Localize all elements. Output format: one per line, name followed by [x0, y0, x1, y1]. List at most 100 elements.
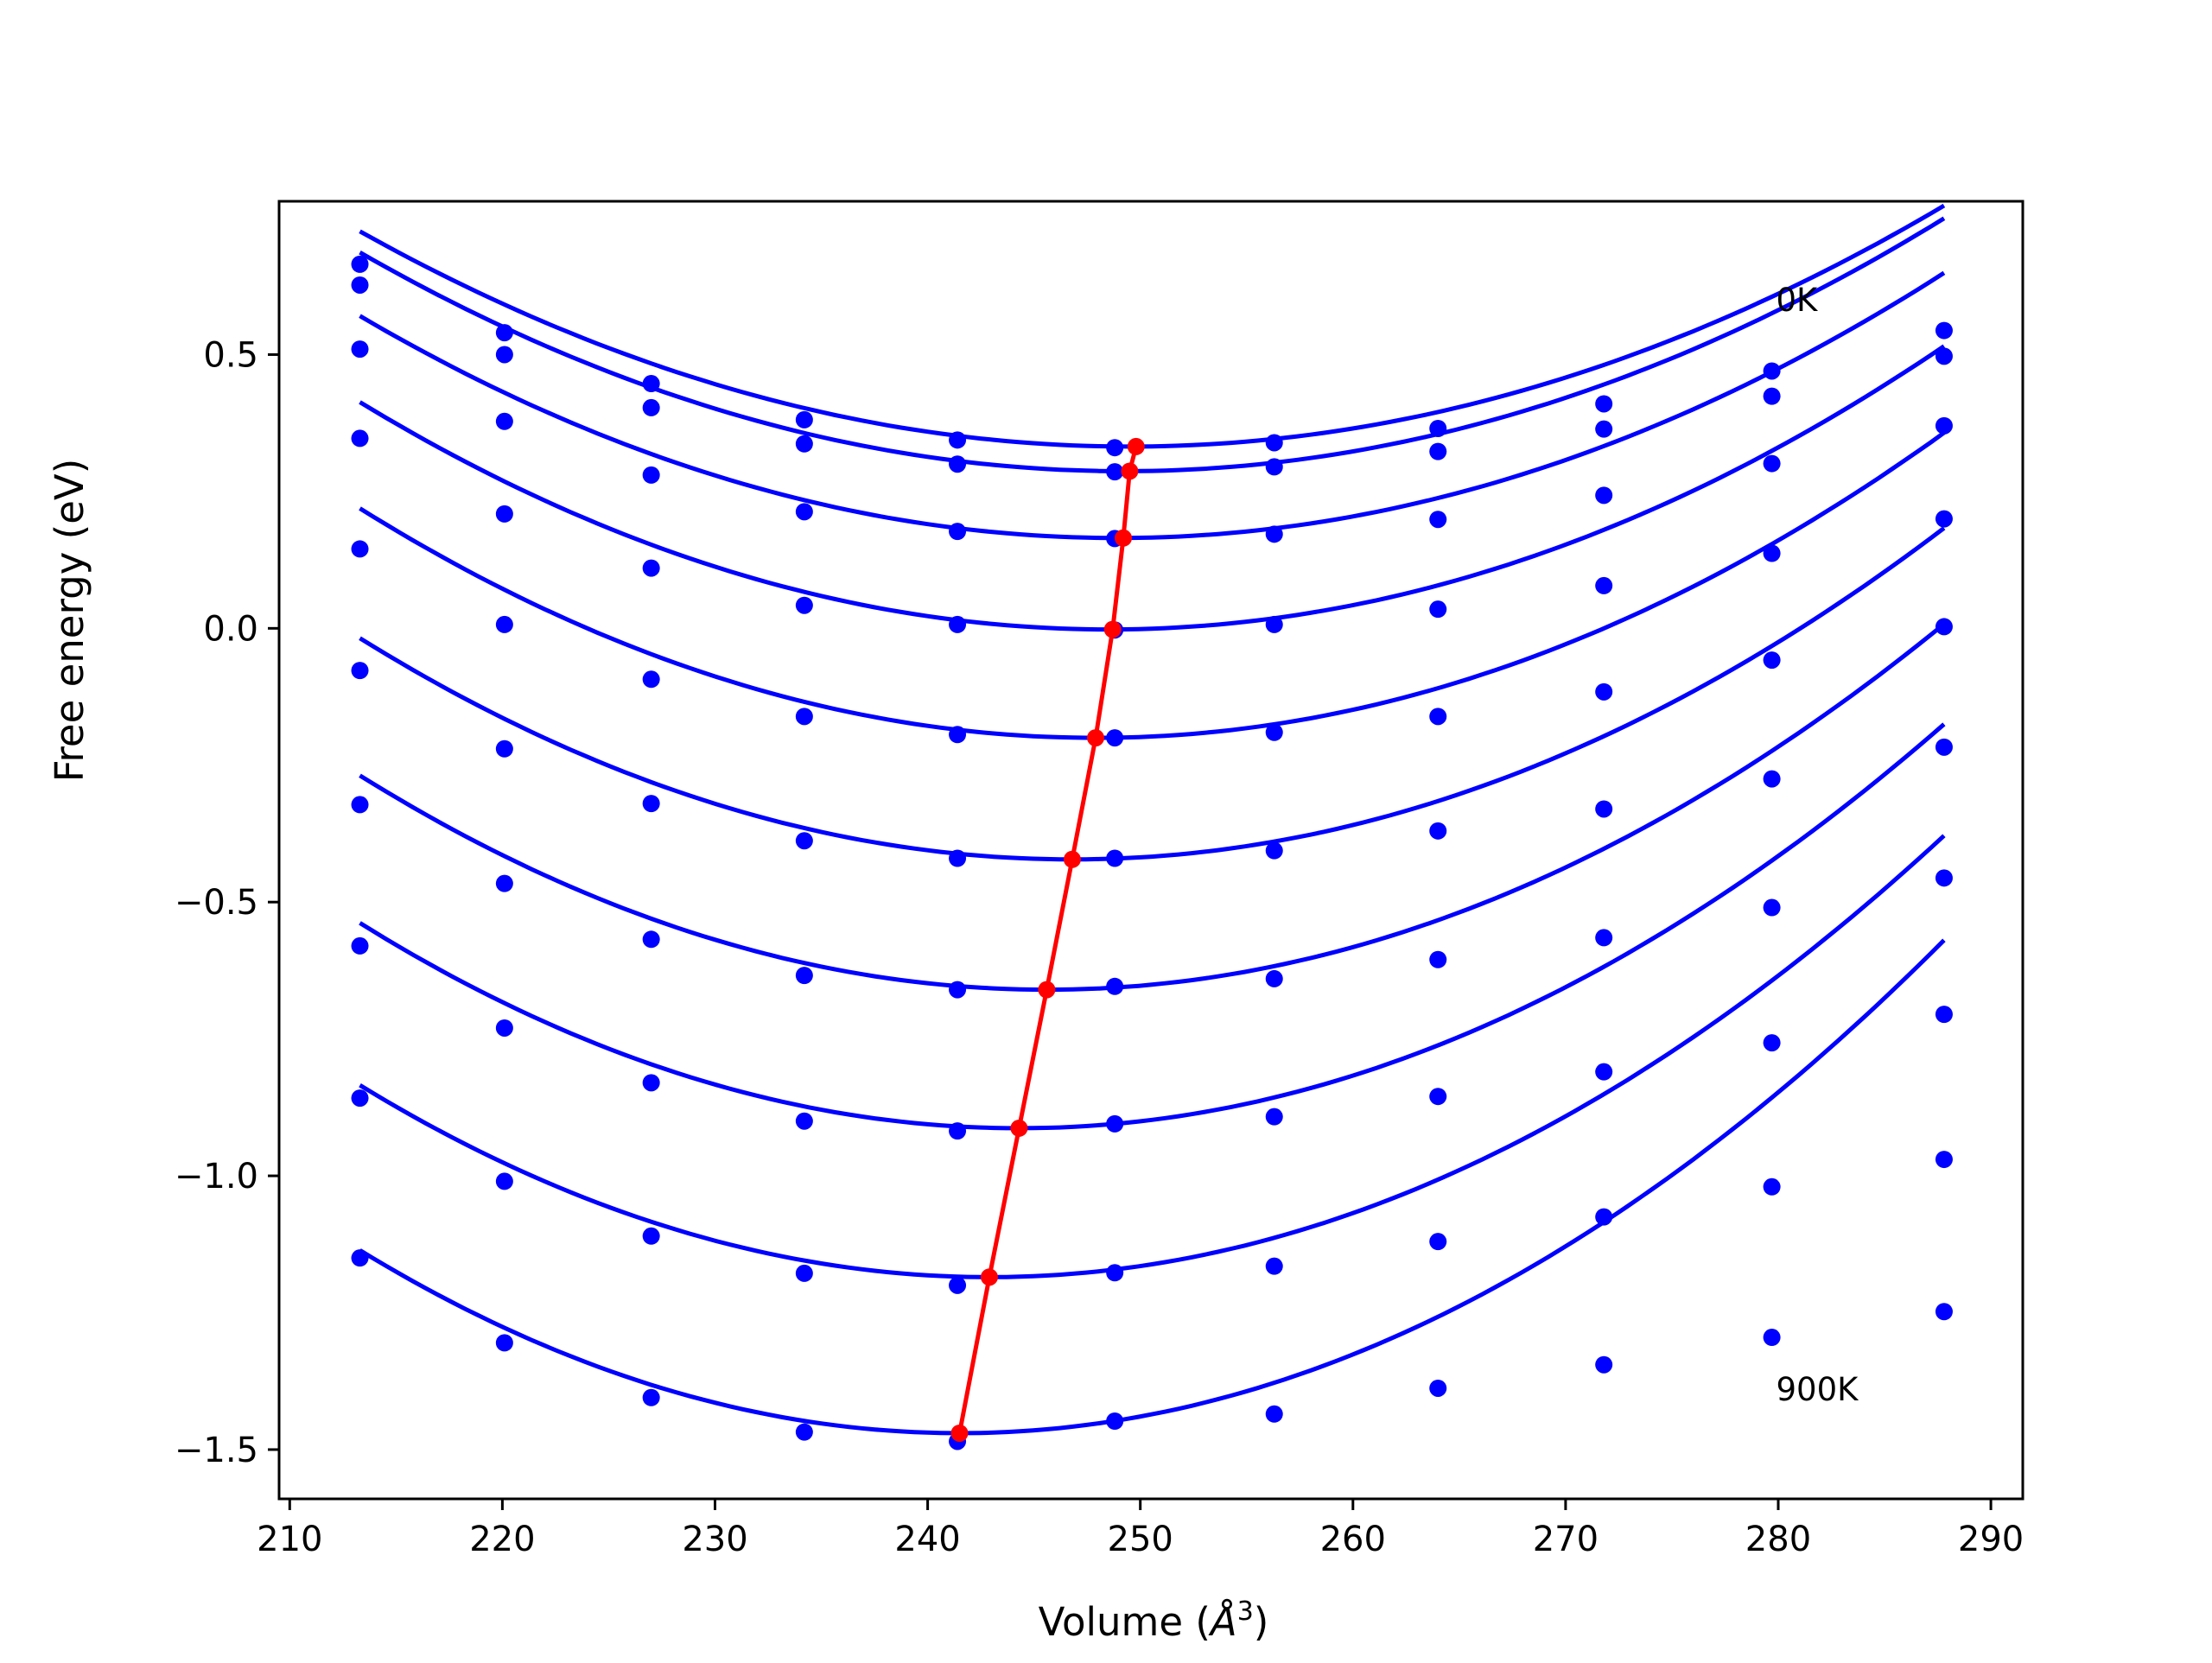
x-tick-label: 210: [257, 1520, 322, 1559]
series-2-point: [351, 276, 369, 294]
series-10-point: [795, 1423, 813, 1441]
series-7-point: [949, 981, 967, 999]
series-5-point: [642, 670, 660, 689]
series-5-point: [949, 726, 967, 744]
series-7-point: [795, 967, 813, 985]
minimum-point: [1038, 981, 1056, 999]
series-9-point: [351, 1089, 369, 1108]
minimum-point: [1115, 529, 1133, 547]
series-3-point: [1595, 486, 1613, 505]
series-4-point: [795, 596, 813, 614]
axes: 210 220 230 240 250 260 270 280 290 −1.5 −1.0 −0.5 0…: [175, 200, 2024, 1559]
series-9-point: [949, 1276, 967, 1294]
series-2-point: [495, 346, 513, 364]
series-1-point: [1935, 321, 1953, 340]
series-5-point: [795, 708, 813, 726]
minimum-point: [1103, 620, 1122, 638]
x-tick-label: 230: [682, 1520, 747, 1559]
series-7-point: [1429, 950, 1447, 968]
series-6-point: [1265, 841, 1283, 860]
y-tick-label: −1.0: [175, 1157, 258, 1196]
series-8-point: [495, 1019, 513, 1037]
series-4-point: [642, 559, 660, 577]
series-8-point: [1763, 1034, 1781, 1052]
series-3-point: [795, 503, 813, 521]
minimum-point: [1063, 850, 1081, 868]
series-6-fit-curve: [359, 526, 1946, 862]
series-6-point: [1429, 822, 1447, 840]
series-7-point: [642, 930, 660, 949]
x-tick-label: 290: [1958, 1520, 2024, 1559]
series-10-point: [1595, 1355, 1613, 1374]
series-9-point: [795, 1264, 813, 1282]
series-2-fit-curve: [359, 216, 1946, 473]
series-5-point: [351, 540, 369, 558]
series-9-point: [1763, 1177, 1781, 1196]
series-6-point: [495, 739, 513, 758]
y-tick-label: 0.5: [203, 335, 258, 375]
minimum-point: [1121, 462, 1139, 480]
series-8-point: [949, 1122, 967, 1140]
series-1-point: [1595, 395, 1613, 413]
minimum-point: [1087, 729, 1105, 747]
series-2-point: [1265, 458, 1283, 476]
series-6-point: [1106, 849, 1124, 867]
y-tick-label: −0.5: [175, 883, 258, 923]
series-3-point: [1935, 416, 1953, 435]
series-4-point: [1763, 544, 1781, 562]
series-6-point: [949, 849, 967, 867]
minimum-point: [1127, 437, 1145, 455]
series-10-point: [1106, 1412, 1124, 1431]
y-tick-label: 0.0: [203, 609, 258, 649]
series-4-point: [1265, 615, 1283, 633]
series-8-fit-curve: [359, 722, 1946, 1131]
series-4-point: [351, 429, 369, 447]
series-5-point: [1595, 682, 1613, 701]
series-5-fit-curve: [359, 430, 1946, 740]
series-8-point: [642, 1074, 660, 1092]
series-4-point: [1935, 510, 1953, 528]
series-2-point: [1106, 463, 1124, 481]
series-6-point: [642, 795, 660, 813]
series-1-point: [1265, 434, 1283, 452]
series-2-point: [1935, 347, 1953, 365]
series-3-point: [495, 412, 513, 430]
series-2-point: [642, 398, 660, 416]
series-10-point: [351, 1249, 369, 1267]
series-9-point: [1265, 1257, 1283, 1275]
series-7-point: [1595, 929, 1613, 947]
series-2-point: [1763, 387, 1781, 405]
x-tick-label: 240: [894, 1520, 960, 1559]
series-5-point: [1429, 708, 1447, 726]
series-6-point: [795, 832, 813, 850]
series-10-point: [495, 1334, 513, 1352]
series-9-fit-curve: [359, 834, 1946, 1279]
series-1-point: [949, 431, 967, 449]
series-10-point: [1763, 1329, 1781, 1347]
temperature-annotation: 0K: [1777, 282, 1820, 319]
series-5-point: [495, 615, 513, 633]
x-axis-label-unit: Å: [1208, 1599, 1237, 1645]
series-7-point: [1935, 869, 1953, 887]
series-8-point: [1595, 1063, 1613, 1081]
temperature-annotation: 900K: [1777, 1371, 1860, 1408]
series-5-point: [1763, 651, 1781, 670]
series-4-point: [949, 615, 967, 633]
x-axis-label: Volume (Å3): [1039, 1596, 1269, 1645]
series-7-point: [1265, 969, 1283, 987]
y-tick-label: −1.5: [175, 1431, 258, 1470]
series-7-point: [1106, 977, 1124, 995]
x-tick-label: 280: [1745, 1520, 1811, 1559]
x-axis-label-text: Volume (: [1039, 1599, 1211, 1645]
series-3-point: [1429, 511, 1447, 529]
series-4-point: [1429, 600, 1447, 619]
series-6-point: [1763, 770, 1781, 788]
series-3-fit-curve: [359, 270, 1946, 541]
series-9-point: [1106, 1264, 1124, 1282]
x-tick-label: 260: [1320, 1520, 1386, 1559]
series-8-point: [1429, 1088, 1447, 1106]
series-5-point: [1265, 723, 1283, 741]
y-axis-label: Free energy (eV): [47, 459, 92, 782]
series-2-point: [949, 455, 967, 473]
